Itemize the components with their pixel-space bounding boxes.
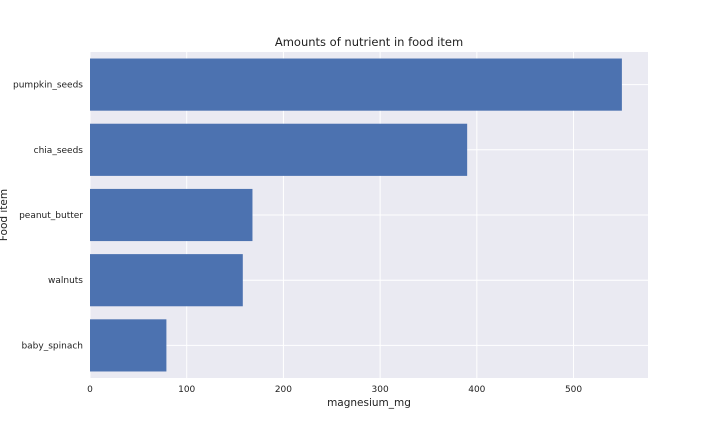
x-tick-label: 0 [87,385,93,395]
bar [90,188,253,242]
bar [90,58,622,111]
y-tick-label: chia_seeds [34,146,84,156]
y-axis-label: Food item [0,189,10,241]
x-tick-label: 300 [372,385,389,395]
bars [90,58,622,372]
y-tick-labels: pumpkin_seeds chia_seeds peanut_butterwaln… [13,81,83,352]
y-tick-label: peanut_butter [19,211,83,221]
bar [90,319,167,372]
chart-title: Amounts of nutrient in food item [275,35,463,49]
x-tick-label: 500 [565,385,582,395]
x-axis-label: magnesium_mg [327,397,411,409]
x-tick-label: 400 [468,385,485,395]
x-tick-label: 100 [178,385,195,395]
bar [90,254,243,307]
y-tick-label: pumpkin_seeds [13,81,83,91]
bar [90,123,468,176]
x-tick-label: 200 [275,385,292,395]
y-tick-label: walnuts [48,276,83,286]
x-tick-labels: 0 100 200 300 400 500 [87,385,582,395]
y-tick-label: baby_spinach [21,341,83,351]
